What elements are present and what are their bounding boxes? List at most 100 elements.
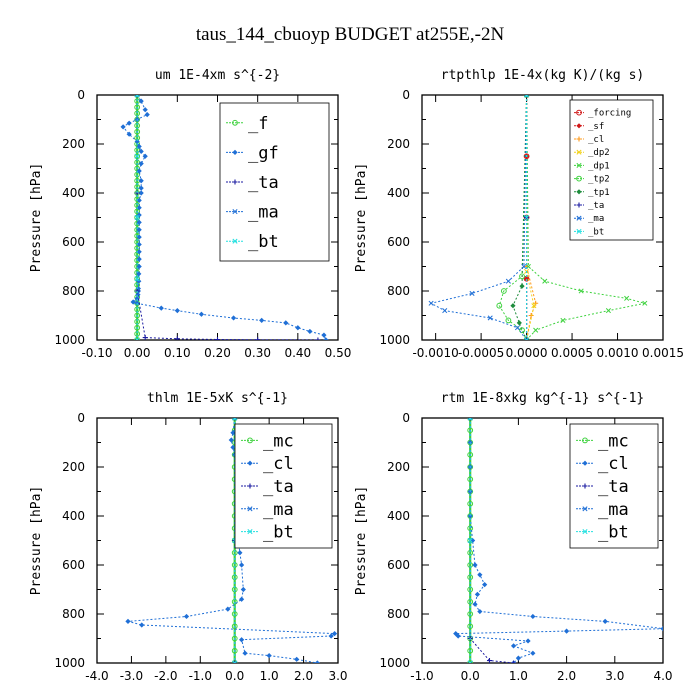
data-point	[232, 418, 238, 421]
legend-entry-label: _tp2	[588, 175, 610, 185]
data-point	[467, 660, 473, 663]
legend-swatch-marker	[247, 460, 253, 466]
data-point	[477, 608, 483, 615]
data-point	[136, 249, 142, 255]
data-point	[230, 444, 236, 450]
data-point	[134, 128, 141, 135]
series-line	[429, 95, 528, 340]
legend-swatch-marker	[582, 460, 588, 466]
data-point	[442, 308, 448, 314]
data-point	[315, 337, 321, 340]
legend-swatch-marker	[576, 175, 582, 182]
data-point	[174, 308, 180, 314]
legend-swatch-marker	[582, 529, 588, 535]
data-point	[294, 656, 300, 662]
data-point	[642, 300, 648, 306]
y-tick-label: 600	[387, 235, 410, 249]
data-point	[239, 596, 245, 602]
data-point	[528, 313, 534, 318]
data-point	[138, 148, 144, 154]
legend-swatch-marker	[582, 506, 588, 512]
data-point	[242, 650, 248, 656]
legend-entry-label: _ma	[588, 214, 604, 224]
series-group	[428, 95, 648, 340]
x-tick-label: -0.0010	[412, 346, 458, 360]
legend-swatch-marker	[576, 123, 582, 129]
legend-entry-label: _tp1	[588, 188, 610, 198]
legend-swatch-marker	[576, 162, 582, 168]
data-point	[136, 271, 142, 277]
data-point	[136, 241, 142, 248]
data-point	[240, 586, 246, 593]
data-point	[510, 643, 517, 649]
y-tick-label: 0	[77, 411, 85, 425]
legend-entry-label: _ta	[598, 477, 629, 497]
data-point	[142, 153, 148, 159]
data-point	[138, 161, 144, 167]
legend-swatch-marker	[576, 202, 582, 208]
legend-entry-label: _cl	[588, 135, 604, 145]
data-point	[533, 327, 539, 333]
y-tick-label: 600	[387, 558, 410, 572]
data-point	[469, 290, 475, 297]
legend-swatch-marker	[232, 149, 238, 155]
legend-swatch-marker	[582, 483, 588, 489]
legend-entry-label: _bt	[588, 227, 604, 237]
data-point	[472, 601, 478, 607]
data-point	[134, 214, 140, 221]
y-axis-label: Pressure [hPa]	[29, 163, 44, 273]
data-point	[134, 312, 141, 319]
data-point	[307, 328, 313, 335]
data-point	[130, 299, 136, 305]
data-point	[259, 317, 265, 323]
legend-entry-label: _ta	[248, 173, 279, 193]
x-tick-label: 0.0010	[597, 346, 639, 360]
data-point	[525, 638, 531, 644]
y-tick-label: 800	[62, 284, 85, 298]
y-tick-label: 400	[387, 509, 410, 523]
data-point	[660, 626, 663, 632]
legend-entry-label: _bt	[598, 523, 629, 543]
legend-box	[569, 99, 654, 241]
data-point	[215, 337, 220, 340]
x-tick-label: 4.0	[653, 669, 672, 683]
data-point	[134, 153, 141, 160]
data-point	[505, 278, 511, 284]
data-point	[136, 278, 142, 284]
data-point	[455, 633, 461, 639]
data-point	[524, 337, 530, 340]
data-point	[136, 219, 142, 225]
data-point	[605, 308, 611, 314]
data-point	[174, 336, 180, 340]
data-point	[138, 98, 144, 104]
legend-entry-label: _ta	[588, 201, 604, 211]
legend-entry-label: _ma	[248, 203, 279, 223]
data-point	[126, 131, 132, 137]
data-point	[125, 618, 131, 624]
series-group	[120, 95, 329, 340]
data-point	[524, 95, 530, 98]
x-tick-label: -1.0	[189, 669, 212, 683]
data-point	[519, 327, 525, 334]
data-point	[231, 647, 238, 654]
data-point	[136, 197, 142, 203]
legend-swatch-marker	[576, 228, 582, 234]
legend-swatch-marker	[576, 189, 582, 195]
x-tick-label: 2.0	[294, 669, 313, 683]
data-point	[323, 337, 329, 340]
y-axis-label: Pressure [hPa]	[29, 486, 44, 596]
legend-entry-label: _gf	[248, 143, 279, 163]
legend-swatch-marker	[232, 179, 238, 185]
data-point	[531, 303, 537, 309]
panel-1: um 1E-4xm s^{-2} 0 200 400 600 800 1000-0.10 0.…	[29, 68, 351, 360]
legend-entry-label: _mc	[598, 431, 629, 451]
panel-title: rtm 1E-8xkg kg^{-1} s^{-1}	[441, 391, 645, 406]
legend-entry-label: _f	[248, 114, 268, 134]
y-tick-label: 1000	[54, 333, 85, 347]
data-point	[237, 550, 243, 556]
y-tick-label: 800	[387, 284, 410, 298]
legend-swatch-marker	[582, 437, 588, 444]
y-tick-label: 1000	[379, 656, 410, 670]
data-point	[138, 185, 144, 191]
legend-swatch-marker	[247, 506, 253, 512]
